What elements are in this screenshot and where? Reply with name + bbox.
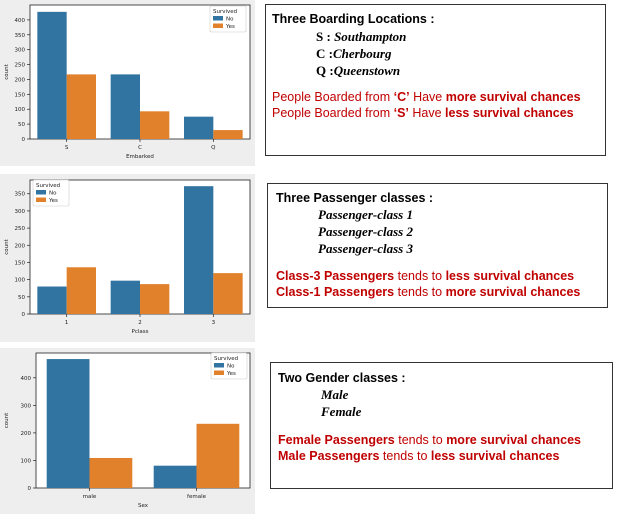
conclusion-line: Female Passengers tends to more survival… <box>278 433 581 447</box>
note-item: Female <box>321 404 362 419</box>
y-tick-label: 250 <box>15 63 26 69</box>
note-item: C :Cherbourg <box>316 46 392 61</box>
y-tick-label: 100 <box>21 458 32 464</box>
x-tick-label: female <box>187 494 207 500</box>
y-tick-label: 350 <box>15 192 26 198</box>
note-item: Passenger-class 1 <box>318 207 413 222</box>
legend-swatch <box>213 16 223 21</box>
legend-label: Yes <box>226 371 236 377</box>
passenger-classes-note: Three Passenger classes : Passenger-clas… <box>267 183 608 308</box>
legend-title: Survived <box>214 356 238 362</box>
embarked-chart-panel: 0 50 100 150 200 250 300 350 400 count S C Q Embarked… <box>0 0 255 166</box>
boarding-locations-note: Three Boarding Locations : S : Southampt… <box>265 4 606 156</box>
y-tick-label: 200 <box>15 77 26 83</box>
y-tick-label: 300 <box>15 48 26 54</box>
bar-no <box>46 359 90 488</box>
y-axis-label: count <box>4 63 10 79</box>
bar-yes <box>66 267 96 314</box>
y-tick-label: 200 <box>15 243 26 249</box>
conclusion-line: Class-3 Passengers tends to less surviva… <box>276 269 575 283</box>
bar-yes <box>66 74 96 139</box>
y-axis-label: count <box>4 238 10 254</box>
note-title: Three Boarding Locations : <box>272 12 435 26</box>
y-tick-label: 0 <box>28 486 32 492</box>
legend-swatch <box>214 363 224 368</box>
x-tick-label: S <box>65 145 69 151</box>
y-tick-label: 350 <box>15 33 26 39</box>
bar-no <box>110 74 140 139</box>
legend-label: No <box>49 191 57 197</box>
legend-label: No <box>226 17 234 23</box>
pclass-chart-panel: 0 50 100 150 200 250 300 350 count 1 2 3 Pclass Survi… <box>0 174 255 342</box>
y-tick-label: 0 <box>22 137 26 143</box>
y-tick-label: 150 <box>15 92 26 98</box>
x-tick-label: Q <box>211 145 216 151</box>
bar-yes <box>213 130 243 139</box>
note-item: Passenger-class 3 <box>318 241 413 256</box>
x-tick-label: male <box>83 494 97 500</box>
sex-chart-panel: 0 100 200 300 400 count male female Sex Survived N… <box>0 348 255 514</box>
x-axis-label: Sex <box>138 503 149 509</box>
y-tick-label: 400 <box>15 18 26 24</box>
pclass-bar-chart: 0 50 100 150 200 250 300 350 count 1 2 3 Pclass Survi… <box>4 179 251 335</box>
legend-swatch <box>36 197 46 202</box>
conclusion-line: Male Passengers tends to less survival c… <box>278 449 560 463</box>
y-tick-label: 250 <box>15 226 26 232</box>
sex-bar-chart: 0 100 200 300 400 count male female Sex Survived N… <box>4 352 251 509</box>
x-tick-label: 1 <box>65 320 69 326</box>
y-tick-label: 200 <box>21 431 32 437</box>
y-tick-label: 300 <box>21 403 32 409</box>
x-tick-label: 3 <box>212 320 216 326</box>
legend-swatch <box>213 23 223 28</box>
y-tick-label: 300 <box>15 209 26 215</box>
y-tick-label: 100 <box>15 278 26 284</box>
bar-no <box>153 465 197 488</box>
bar-no <box>37 286 67 314</box>
x-axis-label: Pclass <box>132 329 149 335</box>
y-tick-label: 50 <box>18 122 25 128</box>
y-tick-label: 150 <box>15 260 26 266</box>
bar-no <box>110 280 140 314</box>
legend-title: Survived <box>36 183 60 189</box>
y-axis-label: count <box>4 412 10 428</box>
note-item: Passenger-class 2 <box>318 224 413 239</box>
y-tick-label: 50 <box>18 295 25 301</box>
legend-title: Survived <box>213 9 237 15</box>
legend-swatch <box>214 370 224 375</box>
y-tick-label: 400 <box>21 376 32 382</box>
conclusion-line: Class-1 Passengers tends to more surviva… <box>276 285 581 299</box>
legend-label: No <box>227 364 235 370</box>
bar-yes <box>89 457 133 488</box>
bar-yes <box>213 273 243 314</box>
note-item: S : Southampton <box>316 29 407 44</box>
x-tick-label: 2 <box>138 320 142 326</box>
legend-label: Yes <box>48 198 58 204</box>
x-axis-label: Embarked <box>126 154 154 160</box>
bar-yes <box>140 111 170 139</box>
gender-classes-note: Two Gender classes : Male Female Female … <box>270 362 613 489</box>
note-title: Three Passenger classes : <box>276 191 434 205</box>
conclusion-line: People Boarded from ‘C’ Have more surviv… <box>272 90 581 104</box>
x-tick-label: C <box>138 145 142 151</box>
y-tick-label: 100 <box>15 107 26 113</box>
note-item: Male <box>321 387 349 402</box>
bar-no <box>37 11 67 139</box>
bar-no <box>184 186 214 314</box>
conclusion-line: People Boarded from ‘S’ Have less surviv… <box>272 106 574 120</box>
bar-yes <box>196 423 240 488</box>
bar-no <box>184 116 214 139</box>
legend-swatch <box>36 190 46 195</box>
y-tick-label: 0 <box>22 312 26 318</box>
legend-label: Yes <box>225 24 235 30</box>
note-item: Q :Queenstown <box>316 63 401 78</box>
embarked-bar-chart: 0 50 100 150 200 250 300 350 400 count S C Q Embarked… <box>4 4 251 160</box>
note-title: Two Gender classes : <box>278 371 406 385</box>
bar-yes <box>140 284 170 314</box>
